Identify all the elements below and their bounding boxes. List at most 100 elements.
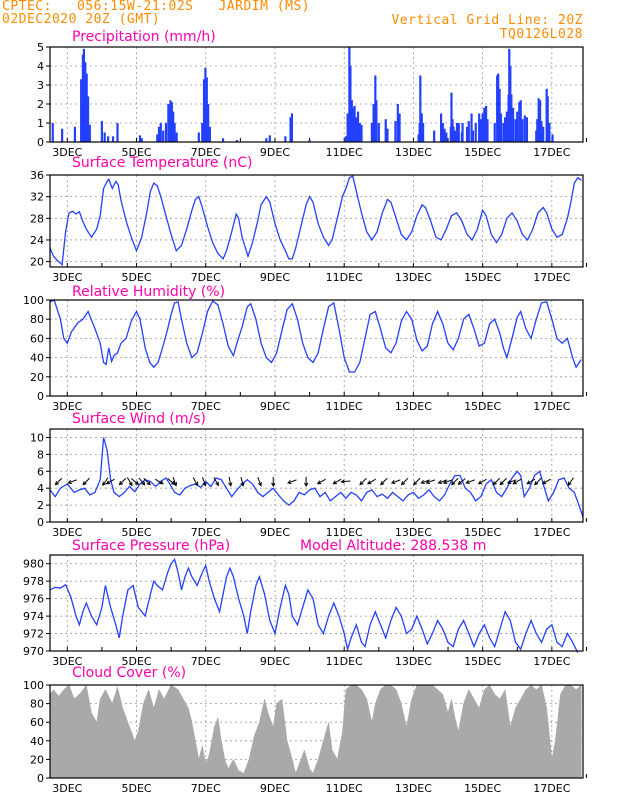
cloud-xtick-label: 9DEC bbox=[260, 782, 290, 795]
precip-ytick-label: 0 bbox=[37, 136, 44, 149]
wind-arrow bbox=[126, 477, 133, 486]
cloud-xtick-label: 13DEC bbox=[395, 782, 432, 795]
precip-bar bbox=[356, 111, 360, 142]
wind-arrow bbox=[202, 477, 207, 486]
precip-frame bbox=[49, 46, 584, 143]
precip-bar bbox=[510, 94, 513, 142]
precip-bar bbox=[521, 119, 524, 142]
wind-arrow-head bbox=[287, 479, 292, 484]
cloud-ytick-label: 100 bbox=[23, 679, 44, 692]
precip-bar bbox=[169, 100, 172, 142]
wind-arrow-head bbox=[105, 480, 111, 485]
precip-title: Precipitation (mm/h) bbox=[72, 29, 216, 45]
precip-bar bbox=[172, 111, 175, 142]
cloud-title: Cloud Cover (%) bbox=[72, 665, 186, 681]
wind-xtick-label: 17DEC bbox=[533, 526, 570, 539]
precip-bar bbox=[471, 130, 475, 142]
pres-xtick-label: 17DEC bbox=[533, 655, 570, 668]
precip-bar bbox=[453, 130, 457, 142]
cloud-ytick-label: 80 bbox=[30, 698, 44, 711]
wind-arrow-head bbox=[304, 482, 309, 487]
precip-bar bbox=[344, 136, 348, 142]
rh-title: Relative Humidity (%) bbox=[72, 284, 225, 300]
wind-arrow-head bbox=[332, 480, 337, 485]
precip-bar bbox=[265, 138, 268, 142]
wind-xtick-label: 13DEC bbox=[395, 526, 432, 539]
wind-arrow-head bbox=[202, 482, 207, 487]
precip-bar bbox=[207, 104, 210, 142]
precip-bar bbox=[511, 107, 515, 142]
precip-bar bbox=[450, 92, 453, 142]
wind-arrow-head bbox=[271, 482, 276, 487]
precip-bar bbox=[396, 104, 399, 142]
wind-arrow bbox=[359, 477, 367, 485]
pres-ytick-label: 970 bbox=[23, 645, 44, 658]
pres-xtick-label: 11DEC bbox=[326, 655, 363, 668]
temp-xtick-label: 7DEC bbox=[191, 271, 221, 284]
temp-line bbox=[49, 175, 582, 267]
precip-bar bbox=[355, 117, 358, 142]
wind-arrow bbox=[380, 477, 388, 485]
precip-ytick-label: 5 bbox=[37, 41, 44, 54]
pres-ytick-label: 974 bbox=[23, 610, 44, 623]
precip-bar bbox=[204, 67, 207, 142]
wind-arrow-head bbox=[215, 481, 219, 487]
precip-bar bbox=[478, 113, 481, 142]
precip-bar bbox=[474, 123, 477, 142]
precip-bar bbox=[88, 124, 91, 142]
precip-bar bbox=[497, 73, 500, 142]
precip-bar bbox=[377, 123, 380, 142]
pres-title: Surface Pressure (hPa) bbox=[72, 538, 230, 554]
precip-bar bbox=[483, 107, 486, 142]
wind-arrow bbox=[413, 477, 421, 485]
precip-bar bbox=[221, 138, 225, 142]
precip-xtick-label: 7DEC bbox=[191, 146, 221, 159]
wind-arrow bbox=[55, 477, 63, 485]
precip-bar bbox=[268, 135, 271, 142]
precip-bar bbox=[504, 117, 507, 142]
wind-arrow bbox=[68, 479, 77, 484]
wind-ytick-label: 4 bbox=[37, 482, 44, 495]
temp-xtick-label: 17DEC bbox=[533, 271, 570, 284]
precip-bar bbox=[386, 128, 389, 142]
cloud-ytick-label: 60 bbox=[30, 716, 44, 729]
wind-arrow bbox=[513, 478, 522, 485]
wind-arrow bbox=[391, 479, 401, 484]
wind-arrow-head bbox=[380, 481, 385, 486]
cloud-xtick-label: 7DEC bbox=[191, 782, 221, 795]
wind-arrow-head bbox=[492, 481, 497, 486]
wind-arrow-head bbox=[118, 481, 123, 486]
precip-bar bbox=[100, 121, 104, 142]
temp-panel: Surface Temperature (nC) 20 24 28 32 36 3DEC 5D… bbox=[30, 155, 587, 284]
precip-bar bbox=[349, 66, 352, 142]
wind-arrow bbox=[492, 477, 501, 485]
temp-xtick-label: 3DEC bbox=[52, 271, 82, 284]
temp-xtick-label: 15DEC bbox=[464, 271, 501, 284]
precip-bar bbox=[82, 48, 86, 142]
precip-bar bbox=[201, 123, 204, 142]
rh-panel: Relative Humidity (%) 0 20 40 60 80 100 3DEC 5DE… bbox=[23, 284, 587, 413]
precip-bar bbox=[205, 77, 208, 142]
precip-bar bbox=[375, 100, 378, 142]
precip-bar bbox=[80, 79, 83, 142]
precip-bar bbox=[525, 117, 529, 142]
wind-arrow-head bbox=[240, 482, 245, 487]
precip-ytick-label: 2 bbox=[37, 98, 44, 111]
rh-ytick-label: 0 bbox=[37, 390, 44, 403]
cloud-ytick-label: 20 bbox=[30, 753, 44, 766]
rh-ytick-label: 80 bbox=[30, 313, 44, 326]
rh-ytick-label: 60 bbox=[30, 332, 44, 345]
wind-arrow bbox=[426, 479, 436, 484]
cloud-ytick-label: 40 bbox=[30, 735, 44, 748]
precip-bar bbox=[484, 105, 488, 142]
precip-bar bbox=[384, 119, 387, 142]
wind-arrow bbox=[82, 477, 90, 485]
precip-bar bbox=[465, 126, 469, 142]
precip-bar bbox=[441, 123, 444, 142]
temp-frame bbox=[49, 174, 584, 268]
precip-bar bbox=[202, 79, 206, 142]
precip-bar bbox=[358, 123, 361, 142]
precip-bar bbox=[86, 96, 90, 142]
cloud-xtick-label: 5DEC bbox=[121, 782, 151, 795]
temp-xtick-label: 13DEC bbox=[395, 271, 432, 284]
